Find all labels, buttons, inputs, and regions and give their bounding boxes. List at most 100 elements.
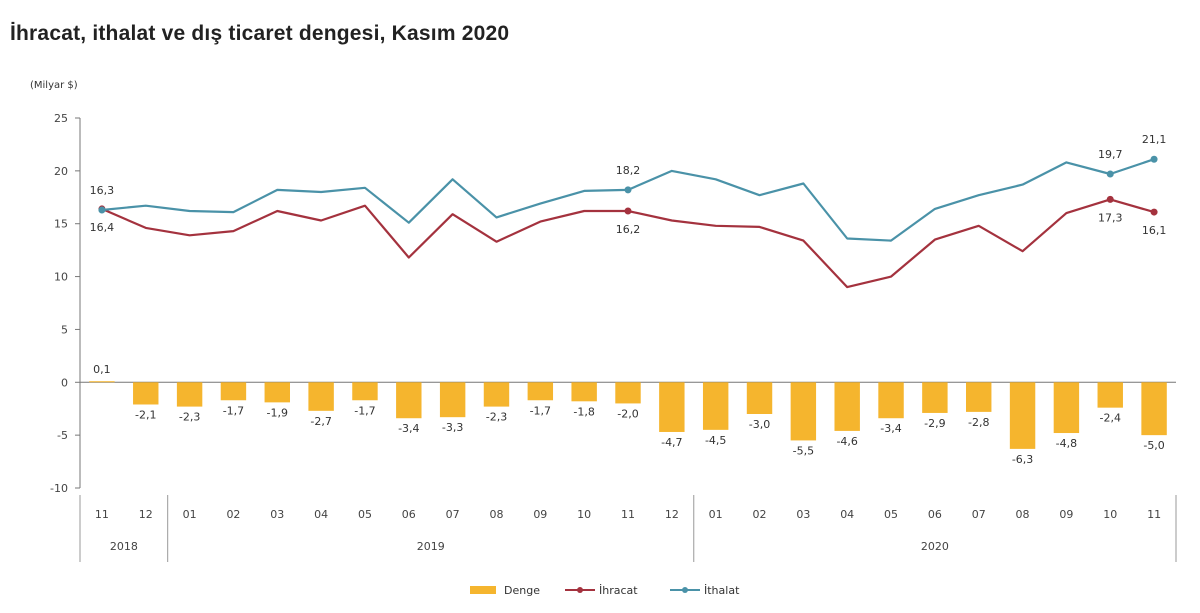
denge-bar-label: -5,5 (793, 444, 814, 457)
denge-bar (264, 382, 290, 403)
denge-bar-label: -2,1 (135, 408, 156, 421)
x-tick-label: 06 (928, 508, 942, 521)
denge-bar-label: -2,4 (1100, 412, 1121, 425)
x-tick-label: 03 (270, 508, 284, 521)
denge-bar-label: -1,7 (530, 404, 551, 417)
x-tick-label: 11 (621, 508, 635, 521)
x-tick-label: 05 (358, 508, 372, 521)
ihracat-point-label: 16,1 (1142, 224, 1167, 237)
denge-bar (702, 382, 729, 430)
denge-bar-label: -2,8 (968, 416, 989, 429)
denge-bar-label: -1,9 (267, 406, 288, 419)
legend-label: İhracat (599, 584, 638, 597)
x-tick-label: 04 (840, 508, 854, 521)
ihracat-point-label: 16,2 (616, 223, 641, 236)
y-tick-label: 5 (61, 323, 68, 336)
y-tick-label: 25 (54, 112, 68, 125)
ithalat-marker (98, 206, 106, 214)
x-tick-label: 06 (402, 508, 416, 521)
denge-bar-label: -3,4 (880, 422, 901, 435)
x-tick-label: 11 (95, 508, 109, 521)
x-tick-label: 01 (183, 508, 197, 521)
x-tick-label: 12 (139, 508, 153, 521)
x-tick-label: 09 (1059, 508, 1073, 521)
denge-bar (615, 382, 641, 404)
ithalat-point-label: 19,7 (1098, 148, 1123, 161)
denge-bar (966, 382, 992, 412)
year-group-label: 2018 (110, 540, 138, 553)
denge-bar-label: -2,0 (617, 407, 638, 420)
ithalat-point-label: 18,2 (616, 164, 641, 177)
denge-bar-label: -3,4 (398, 422, 419, 435)
denge-bar-label: -3,0 (749, 418, 770, 431)
denge-bar (220, 382, 247, 401)
denge-bar-label: -4,6 (836, 435, 857, 448)
denge-bar (790, 382, 817, 441)
denge-bar (89, 381, 115, 383)
denge-bar-label: -5,0 (1143, 439, 1164, 452)
denge-bar-label: -4,5 (705, 434, 726, 447)
ithalat-marker (624, 186, 632, 194)
denge-bar (1053, 382, 1080, 434)
x-tick-label: 05 (884, 508, 898, 521)
y-tick-label: 15 (54, 218, 68, 231)
denge-bar (439, 382, 466, 418)
denge-bar (1097, 382, 1123, 408)
denge-bar-label: -2,3 (486, 411, 507, 424)
y-tick-label: 0 (61, 376, 68, 389)
x-tick-label: 02 (226, 508, 240, 521)
denge-bar-label: -4,7 (661, 436, 682, 449)
ithalat-marker (1150, 155, 1158, 163)
x-tick-label: 03 (796, 508, 810, 521)
denge-bar (571, 382, 597, 402)
ithalat-marker (1106, 170, 1114, 178)
denge-bar-label: -3,3 (442, 421, 463, 434)
denge-bar (527, 382, 554, 401)
x-tick-label: 12 (665, 508, 679, 521)
denge-bar-label: -2,9 (924, 417, 945, 430)
denge-bar (746, 382, 773, 414)
ihracat-marker (624, 207, 632, 215)
denge-bar-label: -1,7 (223, 404, 244, 417)
denge-bar (133, 382, 159, 405)
year-group-label: 2020 (921, 540, 949, 553)
ihracat-marker (1150, 208, 1158, 216)
denge-bar-label: -4,8 (1056, 437, 1077, 450)
ithalat-point-label: 16,3 (90, 184, 115, 197)
x-tick-label: 01 (709, 508, 723, 521)
year-group-label: 2019 (417, 540, 445, 553)
y-tick-label: 10 (54, 271, 68, 284)
denge-bar (483, 382, 510, 407)
denge-bar (308, 382, 334, 411)
x-tick-label: 08 (1016, 508, 1030, 521)
x-tick-label: 02 (753, 508, 767, 521)
denge-bar-label: 0,1 (93, 363, 111, 376)
legend-label: Denge (504, 584, 540, 597)
ihracat-point-label: 16,4 (90, 221, 115, 234)
x-tick-label: 07 (972, 508, 986, 521)
legend-marker-ithalat (682, 587, 688, 593)
denge-bar-label: -2,7 (310, 415, 331, 428)
y-tick-label: -5 (57, 429, 68, 442)
y-axis-label: (Milyar $) (30, 80, 78, 91)
chart-title: İhracat, ithalat ve dış ticaret dengesi,… (10, 22, 510, 45)
ihracat-point-label: 17,3 (1098, 211, 1123, 224)
denge-bar (878, 382, 904, 419)
ithalat-point-label: 21,1 (1142, 133, 1167, 146)
legend-swatch-denge (470, 586, 496, 594)
y-tick-label: -10 (50, 482, 68, 495)
x-tick-label: 09 (533, 508, 547, 521)
denge-bar (659, 382, 685, 432)
x-tick-label: 10 (1103, 508, 1117, 521)
denge-bar (1141, 382, 1167, 436)
x-tick-label: 11 (1147, 508, 1161, 521)
denge-bar (352, 382, 378, 401)
denge-bar-label: -1,7 (354, 404, 375, 417)
denge-bar (922, 382, 948, 413)
denge-bar-label: -6,3 (1012, 453, 1033, 466)
x-tick-label: 10 (577, 508, 591, 521)
denge-bar (834, 382, 860, 431)
legend-marker-ihracat (577, 587, 583, 593)
y-tick-label: 20 (54, 165, 68, 178)
